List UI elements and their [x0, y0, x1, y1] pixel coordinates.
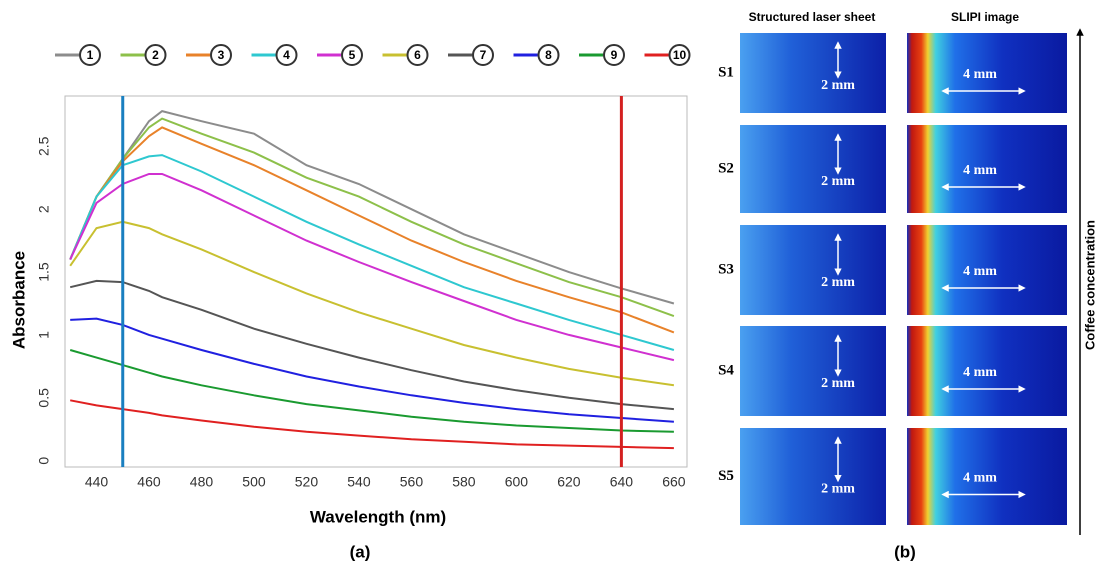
legend-label: 2: [152, 48, 159, 62]
x-tick-label: 580: [452, 474, 476, 490]
series-line: [69, 110, 675, 305]
slipi-image: [907, 33, 1067, 113]
laser-sheet-image: [740, 125, 886, 213]
row-label: S3: [718, 261, 734, 277]
legend-label: 1: [87, 48, 94, 62]
scale-label: 4 mm: [963, 365, 997, 380]
legend-marker: [144, 44, 167, 66]
legend-marker: [406, 44, 429, 66]
legend-label: 9: [611, 48, 618, 62]
row-label: S4: [718, 362, 734, 378]
y-tick-label: 0.5: [36, 388, 52, 408]
scale-label: 2 mm: [821, 482, 855, 497]
scale-label: 4 mm: [963, 471, 997, 486]
legend-marker: [603, 44, 625, 66]
x-axis-title: Wavelength (nm): [310, 507, 446, 526]
legend-marker: [79, 44, 101, 66]
laser-sheet-image: [740, 326, 886, 416]
legend-label: 3: [218, 48, 225, 62]
x-tick-label: 620: [557, 474, 581, 490]
y-tick-label: 2.5: [36, 136, 52, 156]
series-line: [69, 349, 674, 433]
row-label: S5: [718, 468, 734, 484]
scale-label: 2 mm: [821, 275, 855, 290]
slipi-image: [907, 326, 1067, 416]
series-line: [69, 220, 675, 387]
column-title: Structured laser sheet: [749, 10, 876, 24]
x-tick-label: 560: [400, 474, 424, 490]
series-line: [69, 279, 674, 411]
laser-sheet-image: [740, 225, 886, 315]
scale-label: 2 mm: [821, 376, 855, 391]
legend-marker: [472, 44, 494, 66]
x-tick-label: 440: [85, 474, 109, 490]
plot-frame: [64, 95, 688, 468]
y-tick-label: 1: [36, 331, 52, 339]
scale-label: 2 mm: [821, 78, 855, 93]
laser-sheet-image: [740, 33, 886, 113]
series-line: [70, 317, 674, 423]
x-tick-label: 540: [347, 474, 371, 490]
series-line: [69, 117, 675, 318]
legend-label: 5: [349, 48, 356, 62]
scale-label: 4 mm: [963, 67, 997, 82]
scale-label: 2 mm: [821, 174, 855, 189]
legend-label: 10: [673, 48, 687, 62]
legend-marker: [275, 44, 298, 66]
x-tick-label: 640: [610, 474, 634, 490]
series-line: [69, 173, 675, 362]
y-tick-label: 1.5: [36, 262, 52, 282]
slipi-image: [907, 225, 1067, 315]
scale-label: 4 mm: [963, 264, 997, 279]
scale-label: 4 mm: [963, 163, 997, 178]
legend-label: 7: [480, 48, 487, 62]
row-label: S1: [718, 64, 734, 80]
series-line: [70, 399, 674, 450]
series-line: [69, 154, 675, 351]
axis-label: Coffee concentration: [1082, 220, 1096, 350]
y-tick-label: 0: [36, 457, 52, 465]
x-tick-label: 500: [242, 474, 266, 490]
legend-label: 8: [545, 48, 552, 62]
legend-label: 6: [414, 48, 421, 62]
laser-sheet-image: [740, 428, 886, 525]
y-axis-title: Absorbance: [9, 251, 28, 349]
slipi-image: [907, 428, 1067, 525]
caption: (a): [350, 542, 371, 561]
legend-marker: [668, 44, 691, 66]
column-title: SLIPI image: [951, 10, 1019, 24]
x-tick-label: 460: [137, 474, 161, 490]
x-tick-label: 520: [295, 474, 319, 490]
series-line: [69, 126, 675, 334]
slipi-image: [907, 125, 1067, 213]
legend-marker: [341, 44, 363, 66]
x-tick-label: 480: [190, 474, 214, 490]
caption: (b): [894, 542, 916, 561]
legend-marker: [210, 44, 232, 66]
x-tick-label: 660: [662, 474, 686, 490]
x-tick-label: 600: [505, 474, 529, 490]
y-tick-label: 2: [36, 205, 52, 213]
legend-label: 4: [283, 48, 290, 62]
row-label: S2: [718, 160, 734, 176]
legend-marker: [537, 44, 560, 66]
